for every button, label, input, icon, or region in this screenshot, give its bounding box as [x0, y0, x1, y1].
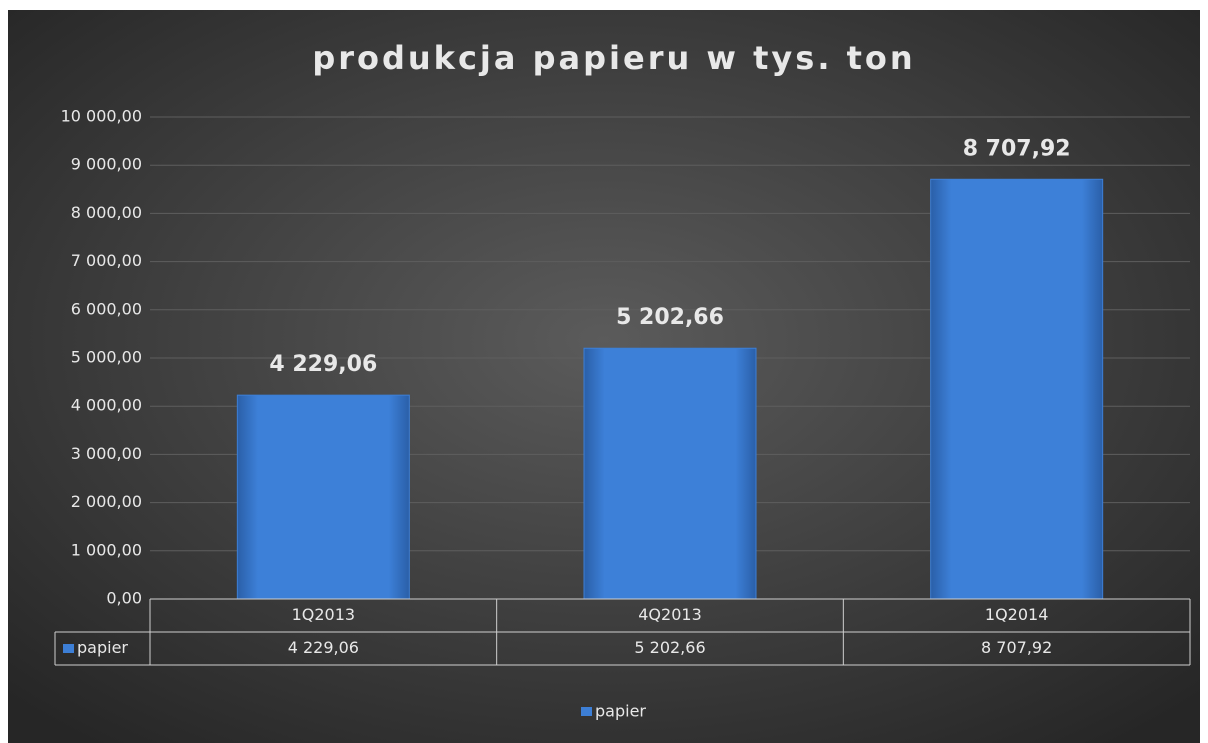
y-tick-label: 3 000,00 [71, 444, 142, 463]
x-tick-label: 1Q2014 [985, 605, 1049, 624]
y-tick-label: 0,00 [106, 589, 142, 608]
table-value: 8 707,92 [981, 638, 1052, 657]
y-tick-label: 2 000,00 [71, 492, 142, 511]
x-tick-label: 1Q2013 [292, 605, 356, 624]
table-value: 4 229,06 [288, 638, 359, 657]
bar [930, 178, 1104, 600]
y-tick-label: 4 000,00 [71, 396, 142, 415]
y-tick-label: 10 000,00 [61, 107, 142, 126]
data-label: 8 707,92 [963, 136, 1071, 161]
bar [236, 394, 410, 600]
legend-key [581, 707, 592, 716]
data-label: 4 229,06 [269, 352, 377, 377]
y-tick-label: 1 000,00 [71, 540, 142, 559]
y-tick-label: 5 000,00 [71, 348, 142, 367]
legend-label: papier [595, 702, 646, 721]
y-tick-label: 7 000,00 [71, 251, 142, 270]
chart-title: produkcja papieru w tys. ton [312, 39, 915, 77]
table-series-name: papier [77, 638, 128, 657]
y-tick-label: 6 000,00 [71, 299, 142, 318]
table-value: 5 202,66 [634, 638, 705, 657]
y-tick-label: 9 000,00 [71, 155, 142, 174]
data-label: 5 202,66 [616, 305, 724, 330]
x-tick-label: 4Q2013 [638, 605, 702, 624]
bar [583, 347, 757, 600]
legend-key [63, 644, 74, 653]
y-tick-label: 8 000,00 [71, 203, 142, 222]
